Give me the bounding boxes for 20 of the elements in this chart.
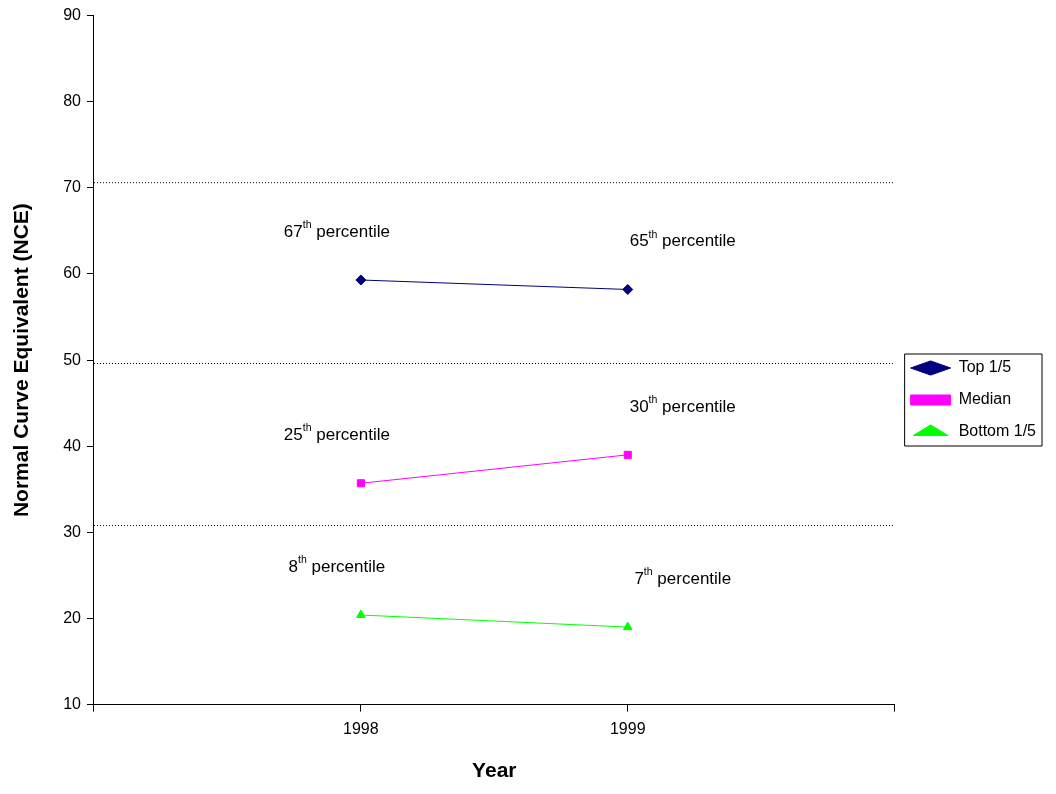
point [622,283,634,295]
y-tick-label: 10 [63,695,82,713]
legend-label: Top 1/5 [958,358,1012,376]
x-tick-label: 1999 [609,719,646,737]
point [623,450,632,459]
legend-label: Median [958,390,1012,408]
y-tick-label: 80 [63,92,82,110]
y-tick-label: 90 [63,6,82,24]
y-tick-label: 40 [63,436,82,454]
y-tick-label: 30 [63,522,82,540]
x-tick-label: 1998 [343,719,379,737]
y-axis-title: Normal Curve Equivalent (NCE) [9,203,33,518]
y-tick-label: 50 [63,350,82,368]
point [355,274,367,286]
y-tick-label: 70 [63,178,82,196]
y-tick-label: 20 [63,608,82,626]
legend-label: Bottom 1/5 [958,422,1037,440]
y-tick-label: 60 [63,264,82,282]
x-axis-title: Year [472,758,517,782]
point [356,479,365,488]
